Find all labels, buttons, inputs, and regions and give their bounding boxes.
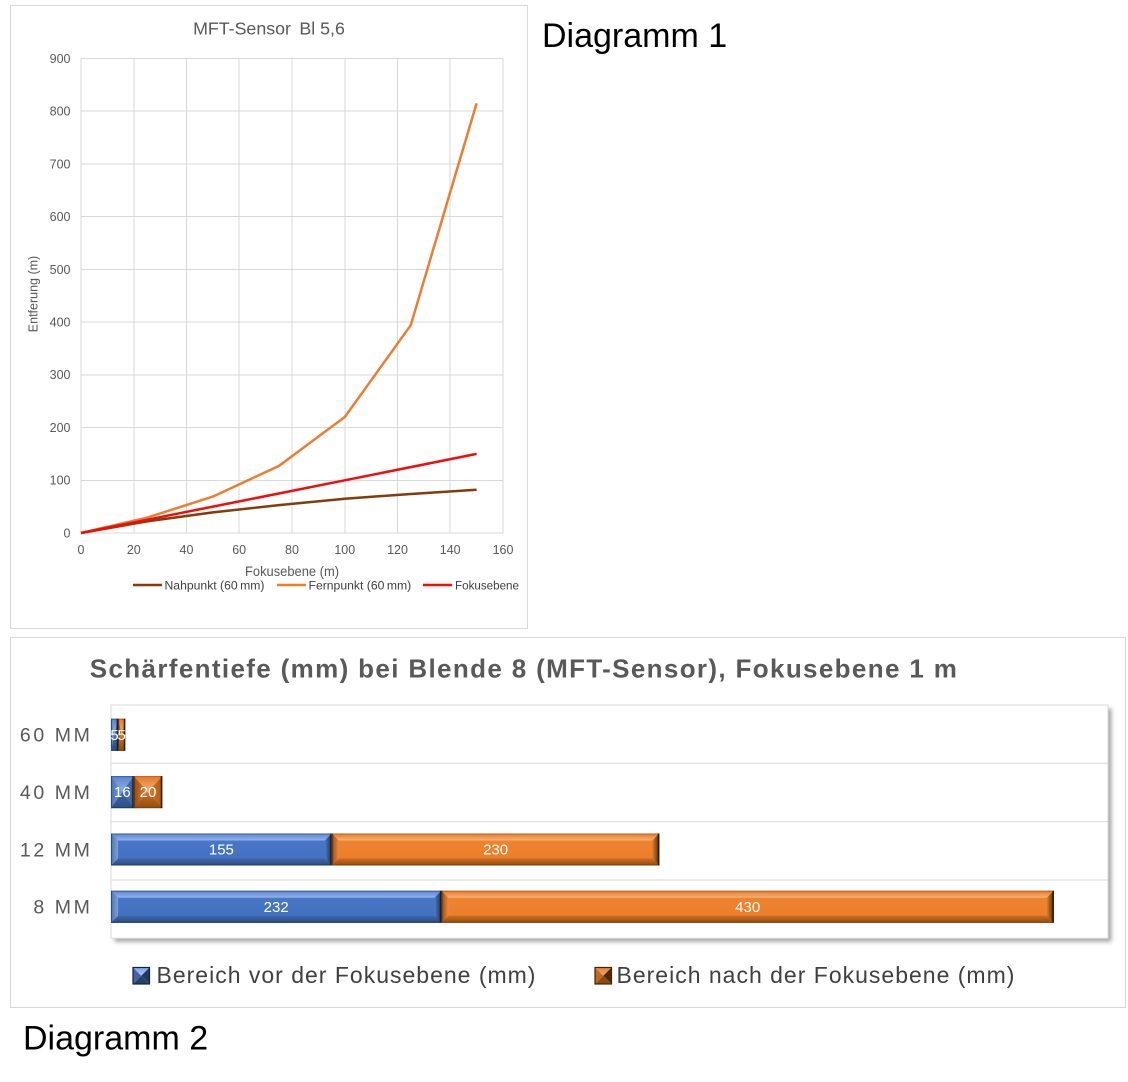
svg-text:500: 500: [50, 263, 71, 277]
svg-text:8 MM: 8 MM: [33, 897, 92, 919]
svg-text:0: 0: [64, 526, 71, 540]
svg-text:Fokusebene (m): Fokusebene (m): [245, 564, 339, 579]
svg-text:40: 40: [180, 543, 194, 557]
svg-text:Fokusebene: Fokusebene: [455, 579, 519, 593]
svg-text:60 MM: 60 MM: [20, 725, 93, 747]
svg-text:80: 80: [285, 543, 299, 557]
svg-text:12 MM: 12 MM: [20, 839, 93, 861]
svg-text:800: 800: [50, 105, 71, 119]
svg-text:5: 5: [118, 727, 126, 744]
svg-text:0: 0: [78, 543, 85, 557]
svg-text:20: 20: [127, 543, 141, 557]
svg-text:160: 160: [493, 543, 514, 557]
svg-text:232: 232: [264, 899, 289, 916]
svg-text:430: 430: [735, 899, 760, 916]
svg-text:Schärfentiefe (mm) bei Blende: Schärfentiefe (mm) bei Blende 8 (MFT-Sen…: [90, 654, 958, 684]
svg-text:Entferung (m): Entferung (m): [27, 256, 41, 332]
svg-text:120: 120: [387, 543, 408, 557]
svg-text:400: 400: [50, 316, 71, 330]
svg-text:700: 700: [50, 157, 71, 171]
svg-text:Fernpunkt (60 mm): Fernpunkt (60 mm): [309, 579, 412, 593]
svg-text:Bereich vor der Fokusebene (mm: Bereich vor der Fokusebene (mm): [157, 962, 537, 988]
svg-text:Diagramm 2: Diagramm 2: [23, 1019, 208, 1057]
svg-text:300: 300: [50, 368, 71, 382]
svg-text:20: 20: [140, 784, 157, 801]
svg-text:100: 100: [334, 543, 355, 557]
svg-text:100: 100: [50, 474, 71, 488]
svg-text:Bereich nach der Fokusebene (m: Bereich nach der Fokusebene (mm): [617, 962, 1016, 988]
svg-text:Nahpunkt (60 mm): Nahpunkt (60 mm): [165, 579, 265, 593]
svg-text:600: 600: [50, 210, 71, 224]
svg-text:5: 5: [110, 727, 118, 744]
svg-text:60: 60: [232, 543, 246, 557]
svg-text:MFT-Sensor Bl 5,6: MFT-Sensor Bl 5,6: [193, 19, 345, 39]
svg-text:Diagramm 1: Diagramm 1: [542, 17, 727, 55]
svg-text:155: 155: [209, 842, 234, 859]
svg-text:16: 16: [114, 784, 131, 801]
svg-text:140: 140: [440, 543, 461, 557]
svg-text:40 MM: 40 MM: [20, 782, 93, 804]
svg-text:900: 900: [50, 52, 71, 66]
svg-text:200: 200: [50, 421, 71, 435]
svg-text:230: 230: [483, 842, 508, 859]
